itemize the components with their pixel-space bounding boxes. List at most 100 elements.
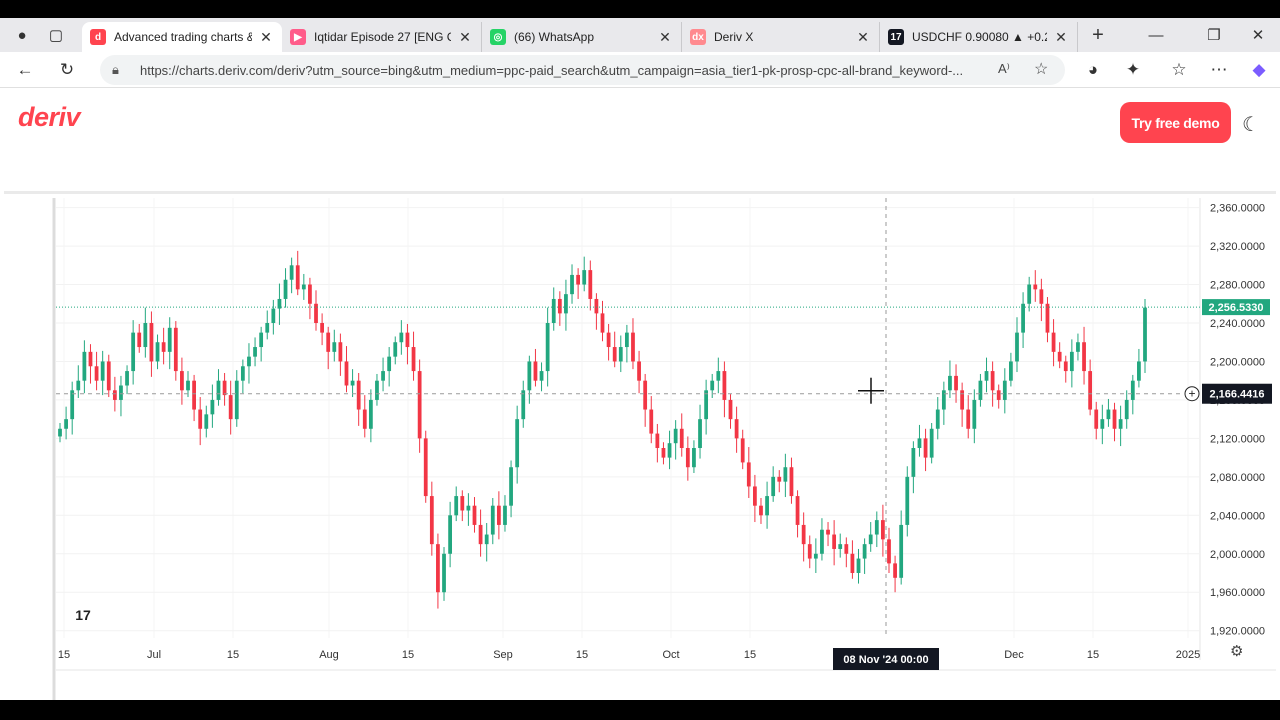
x-tick-label: 15 — [744, 649, 756, 661]
deriv-logo[interactable]: deriv — [18, 102, 81, 132]
close-icon[interactable]: ✕ — [659, 28, 671, 45]
candle-body — [484, 534, 489, 545]
derivx-favicon-icon: dx — [690, 29, 706, 45]
candle-body — [1106, 409, 1111, 420]
plus-glyph: + — [1188, 387, 1195, 401]
candle-body — [429, 496, 434, 545]
candle-body — [893, 563, 897, 578]
candle-body — [186, 380, 190, 391]
price-chart[interactable]: 2,360.0000 2,320.0000 2,280.0000 2,240.0000… — [0, 198, 1280, 700]
candle-body — [466, 505, 471, 511]
candle-body — [722, 371, 727, 400]
candle-body — [82, 351, 87, 381]
candle-body — [643, 380, 648, 410]
candle-body — [173, 327, 178, 372]
candle-body — [990, 371, 995, 391]
candle-body — [161, 342, 166, 352]
candle-body — [58, 428, 62, 437]
candle-body — [679, 428, 684, 448]
favorite-star-icon[interactable]: ☆ — [1034, 61, 1049, 78]
x-tick-label: Aug — [319, 649, 339, 661]
reload-icon[interactable]: ↻ — [59, 60, 75, 79]
read-aloud-icon[interactable]: A⁾ — [998, 61, 1010, 76]
minimize-icon[interactable]: — — [1148, 26, 1164, 44]
chart-canvas[interactable]: 2,360.0000 2,320.0000 2,280.0000 2,240.0000… — [0, 198, 1280, 700]
restore-icon[interactable]: ❐ — [1207, 27, 1221, 44]
candle-body — [411, 347, 416, 372]
candle-body — [1094, 409, 1099, 429]
candle-body — [832, 534, 837, 549]
lock-icon: 🔒︎ — [112, 62, 119, 77]
candle-body — [143, 323, 148, 348]
close-icon[interactable]: ✕ — [260, 28, 272, 45]
tab-deriv-charts[interactable]: d Advanced trading charts & t ✕ — [82, 22, 282, 52]
extension-globe-icon[interactable]: ◕ — [1087, 60, 1099, 79]
candle-body — [551, 298, 556, 323]
candle-body — [1027, 284, 1032, 304]
candle-body — [813, 553, 818, 559]
candle-body — [966, 409, 971, 429]
candle-body — [308, 284, 312, 304]
candle-body — [649, 409, 654, 434]
candle-body — [460, 496, 465, 511]
candle-body — [234, 380, 239, 420]
y-tick-label: 1,960.0000 — [1210, 587, 1265, 599]
chart-background — [0, 198, 1280, 700]
profile-icon[interactable]: ● — [17, 26, 27, 44]
y-tick-label: 2,360.0000 — [1210, 203, 1265, 215]
candle-body — [661, 448, 666, 458]
candle-body — [88, 351, 93, 367]
more-menu-icon[interactable]: ⋯ — [1210, 60, 1228, 79]
close-icon[interactable]: ✕ — [1055, 28, 1067, 45]
dark-mode-toggle-icon[interactable]: ☾ — [1242, 114, 1260, 136]
back-icon[interactable]: ← — [16, 60, 34, 79]
candle-body — [240, 366, 245, 381]
new-tab-icon[interactable]: + — [1092, 23, 1104, 46]
url-text[interactable]: https://charts.deriv.com/deriv?utm_sourc… — [140, 63, 964, 78]
extensions-icon[interactable]: ✦ — [1125, 60, 1141, 79]
favorites-icon[interactable]: ☆ — [1171, 60, 1187, 79]
crosshair-time-badge — [833, 648, 939, 670]
candle-body — [180, 371, 184, 391]
candle-body — [807, 544, 812, 559]
tab-title: Iqtidar Episode 27 [ENG CC] — [314, 30, 451, 44]
address-bar[interactable]: 🔒︎ https://charts.deriv.com/deriv?utm_so… — [100, 55, 1065, 85]
tab-whatsapp[interactable]: ◎ (66) WhatsApp ✕ — [482, 22, 682, 52]
candle-body — [448, 515, 453, 554]
tradingview-logo-icon[interactable]: 17 — [68, 602, 98, 628]
web-page: deriv Try free demo ☾ 2,360.0000 2,320.00… — [0, 88, 1280, 700]
candle-body — [368, 399, 373, 429]
tab-deriv-x[interactable]: dx Deriv X ✕ — [682, 22, 880, 52]
candle-body — [1021, 303, 1025, 333]
window-close-icon[interactable]: ✕ — [1251, 27, 1265, 44]
close-icon[interactable]: ✕ — [857, 28, 869, 45]
candle-body — [752, 486, 757, 506]
candle-body — [704, 390, 709, 420]
tab-actions-icon[interactable]: ▢ — [48, 27, 64, 44]
copilot-icon[interactable]: ◆ — [1252, 60, 1266, 79]
tab-title: Advanced trading charts & t — [114, 30, 252, 44]
candle-body — [1051, 332, 1056, 352]
chart-settings-gear-icon[interactable]: ⚙ — [1230, 643, 1244, 660]
candle-body — [375, 380, 379, 400]
tab-title: (66) WhatsApp — [514, 30, 595, 44]
close-icon[interactable]: ✕ — [459, 28, 471, 45]
candle-body — [978, 380, 983, 400]
candle-body — [1143, 307, 1147, 362]
y-tick-label: 1,920.0000 — [1210, 626, 1265, 638]
candle-body — [716, 371, 721, 381]
candle-body — [935, 409, 940, 429]
candle-body — [606, 332, 611, 348]
candle-body — [844, 544, 849, 554]
tab-iqtidar[interactable]: ▶ Iqtidar Episode 27 [ENG CC] ✕ — [282, 22, 482, 52]
candle-body — [795, 496, 800, 525]
candle-body — [356, 380, 361, 410]
candle-body — [850, 553, 855, 573]
candle-body — [198, 409, 203, 429]
candle-body — [600, 313, 605, 333]
tab-usdchf[interactable]: 17 USDCHF 0.90080 ▲ +0.25% ✕ — [880, 22, 1078, 52]
candle-body — [862, 544, 867, 559]
add-alert-plus-icon — [1184, 386, 1200, 402]
try-free-demo-button[interactable]: Try free demo — [1120, 102, 1231, 143]
candle-body — [326, 332, 331, 352]
